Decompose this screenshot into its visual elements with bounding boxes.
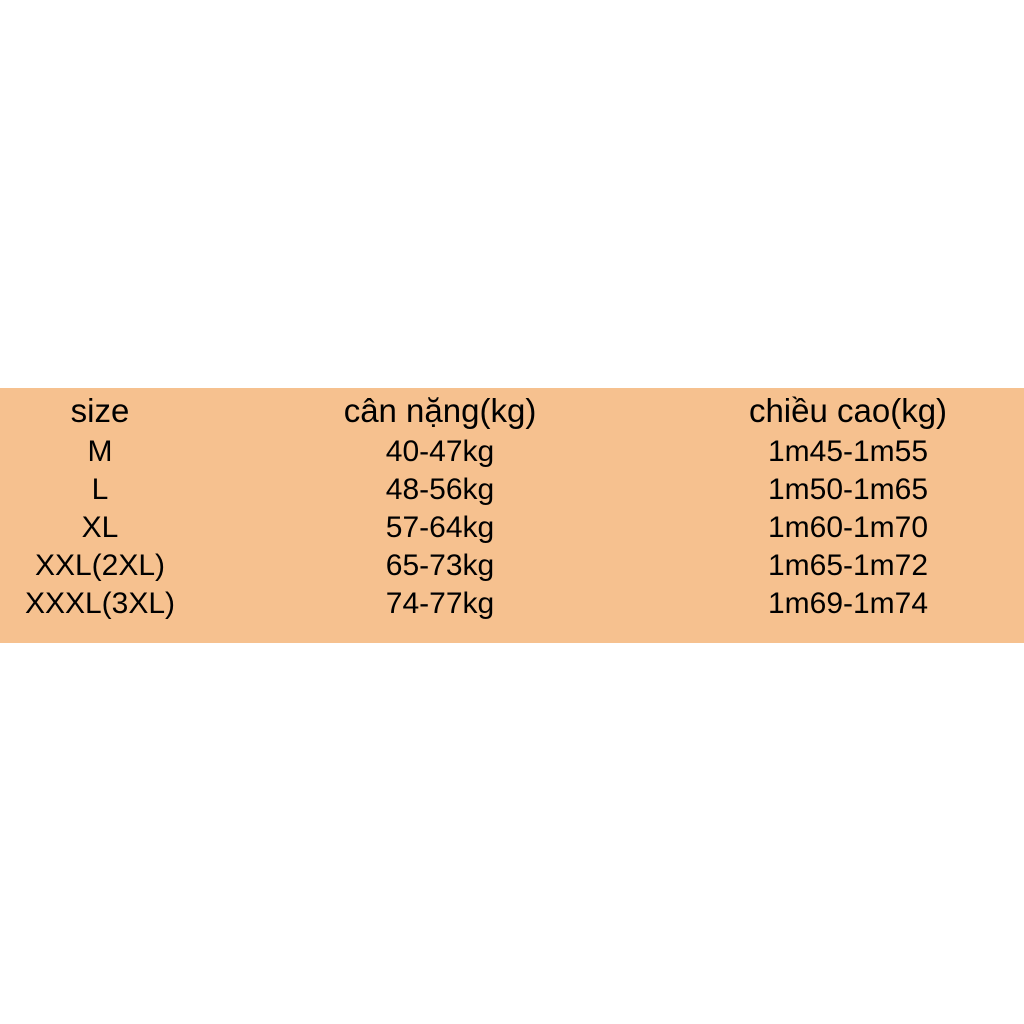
size-chart-table: size cân nặng(kg) chiều cao(kg) M 40-47k… — [0, 388, 1024, 643]
table-row: XXL(2XL) 65-73kg 1m65-1m72 — [0, 550, 1024, 588]
cell-weight: 48-56kg — [200, 474, 680, 512]
page-canvas: size cân nặng(kg) chiều cao(kg) M 40-47k… — [0, 0, 1024, 1024]
cell-size: XL — [0, 512, 200, 550]
cell-height: 1m65-1m72 — [680, 550, 1024, 588]
col-header-size: size — [0, 394, 200, 436]
table-row: L 48-56kg 1m50-1m65 — [0, 474, 1024, 512]
table-row: XXXL(3XL) 74-77kg 1m69-1m74 — [0, 588, 1024, 626]
cell-height: 1m60-1m70 — [680, 512, 1024, 550]
col-header-weight: cân nặng(kg) — [200, 394, 680, 436]
cell-height: 1m50-1m65 — [680, 474, 1024, 512]
col-header-height: chiều cao(kg) — [680, 394, 1024, 436]
cell-weight: 65-73kg — [200, 550, 680, 588]
table-row: XL 57-64kg 1m60-1m70 — [0, 512, 1024, 550]
table-header-row: size cân nặng(kg) chiều cao(kg) — [0, 394, 1024, 436]
cell-height: 1m45-1m55 — [680, 436, 1024, 474]
table-row: M 40-47kg 1m45-1m55 — [0, 436, 1024, 474]
cell-weight: 74-77kg — [200, 588, 680, 626]
cell-size: L — [0, 474, 200, 512]
cell-weight: 57-64kg — [200, 512, 680, 550]
cell-height: 1m69-1m74 — [680, 588, 1024, 626]
cell-size: XXL(2XL) — [0, 550, 200, 588]
cell-weight: 40-47kg — [200, 436, 680, 474]
cell-size: XXXL(3XL) — [0, 588, 200, 626]
cell-size: M — [0, 436, 200, 474]
